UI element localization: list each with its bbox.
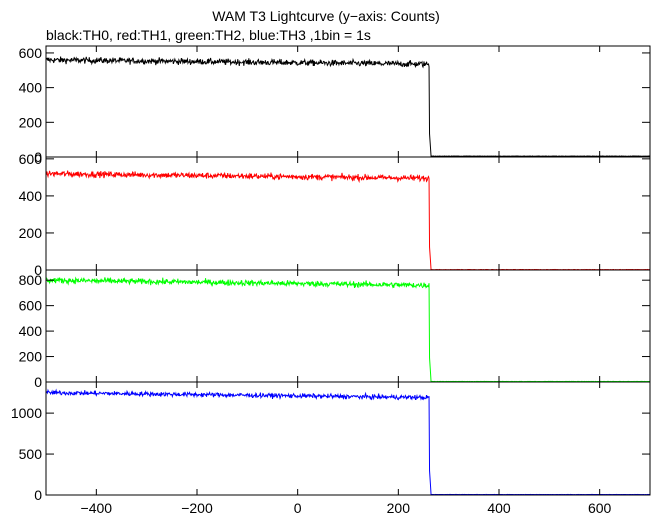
y-tick-label-2-3: 600 <box>19 298 43 314</box>
y-tick-label-1-2: 400 <box>19 188 43 204</box>
x-tick-label-3: 200 <box>387 500 411 515</box>
y-tick-label-1-3: 600 <box>19 151 43 167</box>
y-tick-label-0-1: 200 <box>19 114 43 130</box>
x-tick-label-1: −200 <box>181 500 213 515</box>
x-tick-label-4: 400 <box>487 500 511 515</box>
series-line-2 <box>45 276 651 383</box>
series-line-3 <box>45 388 650 496</box>
x-tick-label-5: 600 <box>588 500 612 515</box>
y-tick-label-0-0: 0 <box>34 149 42 165</box>
y-tick-label-1-1: 200 <box>19 225 43 241</box>
panel-frame-3 <box>45 381 651 496</box>
y-tick-label-3-1: 500 <box>19 446 43 462</box>
x-tick-label-2: 0 <box>294 500 302 515</box>
y-tick-label-0-3: 600 <box>19 45 43 61</box>
y-tick-label-2-0: 0 <box>34 374 42 390</box>
y-tick-label-1-0: 0 <box>34 262 42 278</box>
y-tick-label-2-2: 400 <box>19 323 43 339</box>
y-tick-label-2-1: 200 <box>19 349 43 365</box>
y-tick-label-3-2: 1000 <box>11 405 42 421</box>
y-tick-label-2-4: 800 <box>19 272 43 288</box>
series-line-0 <box>45 56 651 157</box>
x-tick-label-0: −400 <box>81 500 113 515</box>
panel-frame-2 <box>45 269 651 383</box>
chart-title: WAM T3 Lightcurve (y−axis: Counts) <box>212 8 440 24</box>
series-line-1 <box>45 170 651 271</box>
y-tick-label-0-2: 400 <box>19 80 43 96</box>
chart-subtitle: black:TH0, red:TH1, green:TH2, blue:TH3 … <box>46 27 371 43</box>
y-tick-label-3-0: 0 <box>34 487 42 503</box>
